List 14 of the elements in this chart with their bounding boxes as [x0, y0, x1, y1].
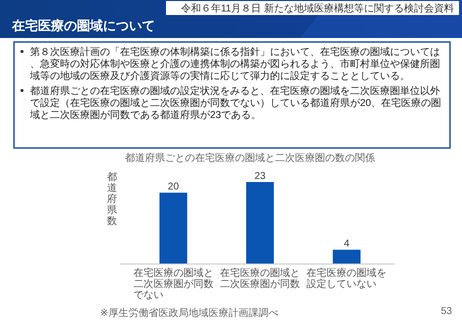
x-tick-label: 在宅医療の圏域を設定していない — [306, 267, 387, 290]
y-axis-title: 都道府県数 — [107, 171, 117, 227]
data-label: 4 — [344, 238, 350, 250]
data-label: 23 — [254, 171, 266, 182]
data-label: 20 — [168, 182, 180, 193]
text: 令和６年11月８日 新たな地域医療構想等に関する検討会資料 — [180, 2, 454, 14]
text: 都道府県ごとの在宅医療の圏域の設定状況をみると、在宅医療の圏域を二次医療圏単位以外で設定（在宅医療の圏域と二次医療圏が同数でない）している都道府県が20、在宅医療の圏域と二次医療圏が同数である都道府県が23である。 — [29, 85, 442, 121]
chart-subtitle: 都道府県ごとの在宅医療の圏域と二次医療圏の数の関係 — [125, 152, 375, 164]
text: 53 — [440, 306, 452, 317]
x-tick-label: 在宅医療の圏域と二次医療圏が同数 — [220, 267, 300, 290]
text: 第８次医療計画の「在宅医療の体制構築に係る指針」において、在宅医療の圏域については、急変時の対応体制や医療と介護の連携体制の構築が図られるよう、市町村単位や保健所圏域等の地域の医療及び介護資源等の実情に応じて弾力的に設定することとしている。 — [29, 46, 440, 82]
chart-title: 在宅医療の圏域について — [11, 18, 155, 33]
text: ※厚生労働省医政局地域医療計画課調べ — [100, 307, 278, 319]
x-tick-label: 在宅医療の圏域と二次医療圏が同数でない — [133, 267, 214, 301]
